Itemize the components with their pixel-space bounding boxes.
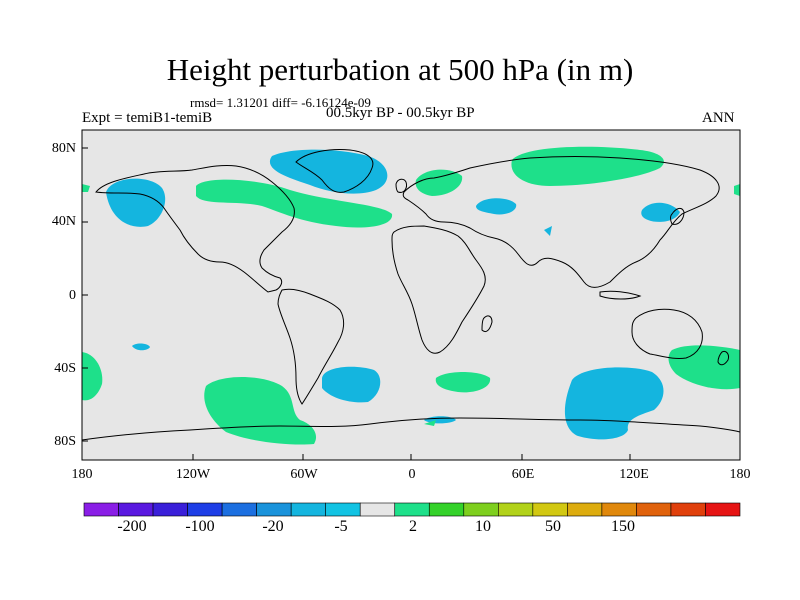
colorbar-label: -200: [117, 518, 147, 535]
colorbar-swatch: [187, 502, 223, 517]
colorbar-swatch: [83, 502, 119, 517]
colorbar-label: -5: [334, 518, 348, 535]
coast-madagascar: [481, 315, 493, 333]
colorbar-swatch: [152, 502, 188, 517]
period-label: 00.5kyr BP - 00.5kyr BP: [326, 105, 475, 121]
positive-anomaly-south-of-australia: [668, 345, 740, 390]
negative-anomaly-southern-indian: [564, 367, 664, 440]
coast-new-zealand: [717, 351, 729, 366]
coast-africa: [391, 225, 486, 354]
x-tick-label: 120E: [619, 467, 649, 482]
positive-anomaly-south-atlantic: [435, 372, 491, 393]
x-tick-label: 60E: [511, 467, 535, 482]
y-tick-label: 40N: [51, 214, 76, 229]
colorbar-swatch: [532, 502, 568, 517]
positive-anomaly-antarctic-coast: [424, 420, 436, 426]
colorbar-label: -20: [262, 518, 284, 535]
x-tick-label: 120W: [175, 467, 211, 482]
colorbar-label: 10: [475, 518, 491, 535]
colorbar-swatch: [256, 502, 292, 517]
negative-anomaly-north-africa: [476, 198, 517, 215]
colorbar-label: 2: [409, 518, 417, 535]
colorbar-swatch: [463, 502, 499, 517]
colorbar-swatch: [498, 502, 534, 517]
colorbar-swatch: [290, 502, 326, 517]
x-tick-label: 0: [408, 467, 416, 482]
colorbar-swatch: [325, 502, 361, 517]
colorbar-label: 50: [545, 518, 561, 535]
positive-anomaly-edge: [734, 184, 740, 196]
colorbar-swatch: [221, 502, 257, 517]
coast-british-isles: [395, 178, 407, 193]
positive-anomaly-edge: [82, 184, 90, 192]
experiment-label: Expt = temiB1-temiB: [82, 110, 213, 126]
positive-anomaly-north-america: [196, 179, 393, 228]
negative-anomaly-south-atlantic: [322, 366, 381, 403]
coast-indonesia: [599, 290, 642, 300]
coast-antarctica: [81, 417, 741, 441]
coast-eurasia: [402, 156, 720, 288]
colorbar-swatch: [118, 502, 154, 517]
rmsd-label: rmsd= 1.31201 diff= -6.16124e-09: [190, 95, 371, 110]
positive-anomaly-south-pacific-west: [82, 352, 103, 401]
colorbar: [83, 502, 741, 517]
coast-greenland: [295, 149, 374, 193]
x-tick-label: 180: [729, 467, 751, 482]
y-tick-label: 40S: [54, 361, 76, 376]
colorbar-swatch: [394, 502, 430, 517]
colorbar-swatch: [567, 502, 603, 517]
y-tick-label: 80S: [54, 434, 76, 449]
axis-ticks: [82, 147, 631, 460]
colorbar-label: -100: [185, 518, 215, 535]
negative-anomaly-small: [544, 226, 552, 236]
negative-anomaly-north-pacific: [106, 178, 166, 227]
x-tick-label: 180: [71, 467, 93, 482]
season-label: ANN: [702, 110, 735, 126]
colorbar-label: 150: [611, 518, 635, 535]
negative-anomaly-small: [132, 343, 150, 351]
coast-japan: [670, 207, 685, 225]
y-tick-label: 80N: [51, 141, 76, 156]
coast-south-america: [277, 288, 345, 405]
positive-anomaly-scandinavia: [415, 169, 463, 196]
map-title: Height perturbation at 500 hPa (in m): [166, 52, 634, 87]
colorbar-swatch: [670, 502, 706, 517]
coast-north-america: [95, 165, 295, 293]
coast-australia: [631, 308, 703, 359]
colorbar-swatch: [636, 502, 672, 517]
x-tick-label: 60W: [290, 467, 318, 482]
colorbar-swatch: [428, 502, 465, 517]
negative-anomaly-greenland: [269, 149, 388, 194]
coastlines: [81, 149, 741, 441]
colorbar-swatch: [359, 502, 396, 517]
colorbar-swatch: [601, 502, 637, 517]
y-tick-label: 0: [69, 288, 76, 303]
colorbar-swatch: [705, 502, 741, 517]
